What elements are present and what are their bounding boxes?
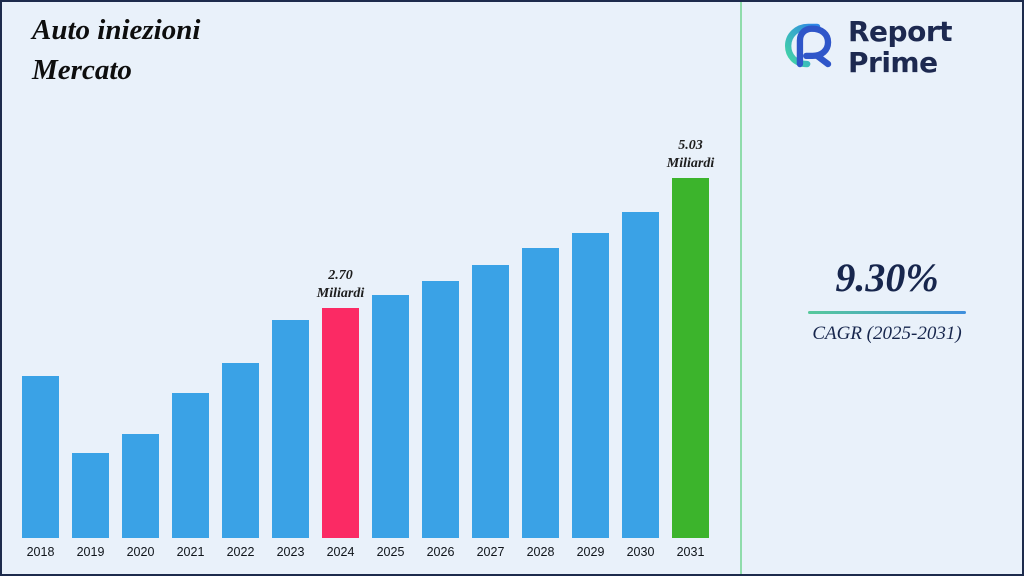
- bar: [422, 281, 459, 538]
- logo-text-line1: Report: [848, 15, 953, 49]
- bar: [22, 376, 59, 538]
- x-axis-label: 2019: [76, 545, 105, 559]
- bar-group: 2025: [372, 295, 409, 559]
- bar-value-annotation: 2.70 Miliardi: [316, 268, 365, 301]
- bar-group: 2028: [522, 248, 559, 559]
- bar-group: 2022: [222, 363, 259, 559]
- chart-title: Auto iniezioni Mercato: [32, 14, 201, 87]
- bar-group: 2.70 Miliardi 2024: [317, 267, 364, 559]
- cagr-block: 9.30% CAGR (2025-2031): [806, 254, 968, 345]
- x-axis-label: 2029: [576, 545, 605, 559]
- bar-group: 2021: [172, 393, 209, 559]
- bar-group: 2018: [22, 376, 59, 559]
- bar-group: 5.03 Miliardi 2031: [667, 137, 714, 559]
- x-axis-label: 2024: [326, 545, 355, 559]
- x-axis-label: 2020: [126, 545, 155, 559]
- bar: [72, 453, 109, 538]
- bar: [122, 434, 159, 538]
- report-prime-logo-text: Report Prime: [848, 15, 953, 79]
- logo-text-line2: Prime: [848, 45, 938, 79]
- bar-group: 2029: [572, 233, 609, 559]
- bar: [572, 233, 609, 538]
- x-axis-label: 2031: [676, 545, 705, 559]
- report-prime-logo: Report Prime: [780, 15, 953, 79]
- bar: [222, 363, 259, 538]
- bar-group: 2026: [422, 281, 459, 559]
- bar-group: 2030: [622, 212, 659, 559]
- x-axis-label: 2030: [626, 545, 655, 559]
- bar: [522, 248, 559, 538]
- cagr-label: CAGR (2025-2031): [812, 323, 962, 344]
- cagr-underline: [808, 311, 966, 314]
- vertical-divider: [740, 2, 742, 574]
- bar-group: 2020: [122, 434, 159, 559]
- x-axis-label: 2021: [176, 545, 205, 559]
- cagr-value: 9.30%: [835, 255, 939, 300]
- bar-value-annotation: 5.03 Miliardi: [666, 138, 715, 171]
- bar: [272, 320, 309, 538]
- bar: [472, 265, 509, 538]
- bar: [322, 308, 359, 538]
- bar-group: 2027: [472, 265, 509, 559]
- x-axis-label: 2025: [376, 545, 405, 559]
- bar: [622, 212, 659, 538]
- bar: [372, 295, 409, 538]
- bar: [672, 178, 709, 538]
- bar-group: 2023: [272, 320, 309, 559]
- bar-group: 2019: [72, 453, 109, 559]
- x-axis-label: 2026: [426, 545, 455, 559]
- x-axis-label: 2027: [476, 545, 505, 559]
- x-axis-label: 2023: [276, 545, 305, 559]
- x-axis-label: 2028: [526, 545, 555, 559]
- report-prime-logo-icon: [780, 16, 838, 79]
- x-axis-label: 2018: [26, 545, 55, 559]
- bar-chart: 2018 2019 2020 2021 2022 2023 2.70 Miliardi 202…: [22, 137, 714, 559]
- x-axis-label: 2022: [226, 545, 255, 559]
- bar: [172, 393, 209, 538]
